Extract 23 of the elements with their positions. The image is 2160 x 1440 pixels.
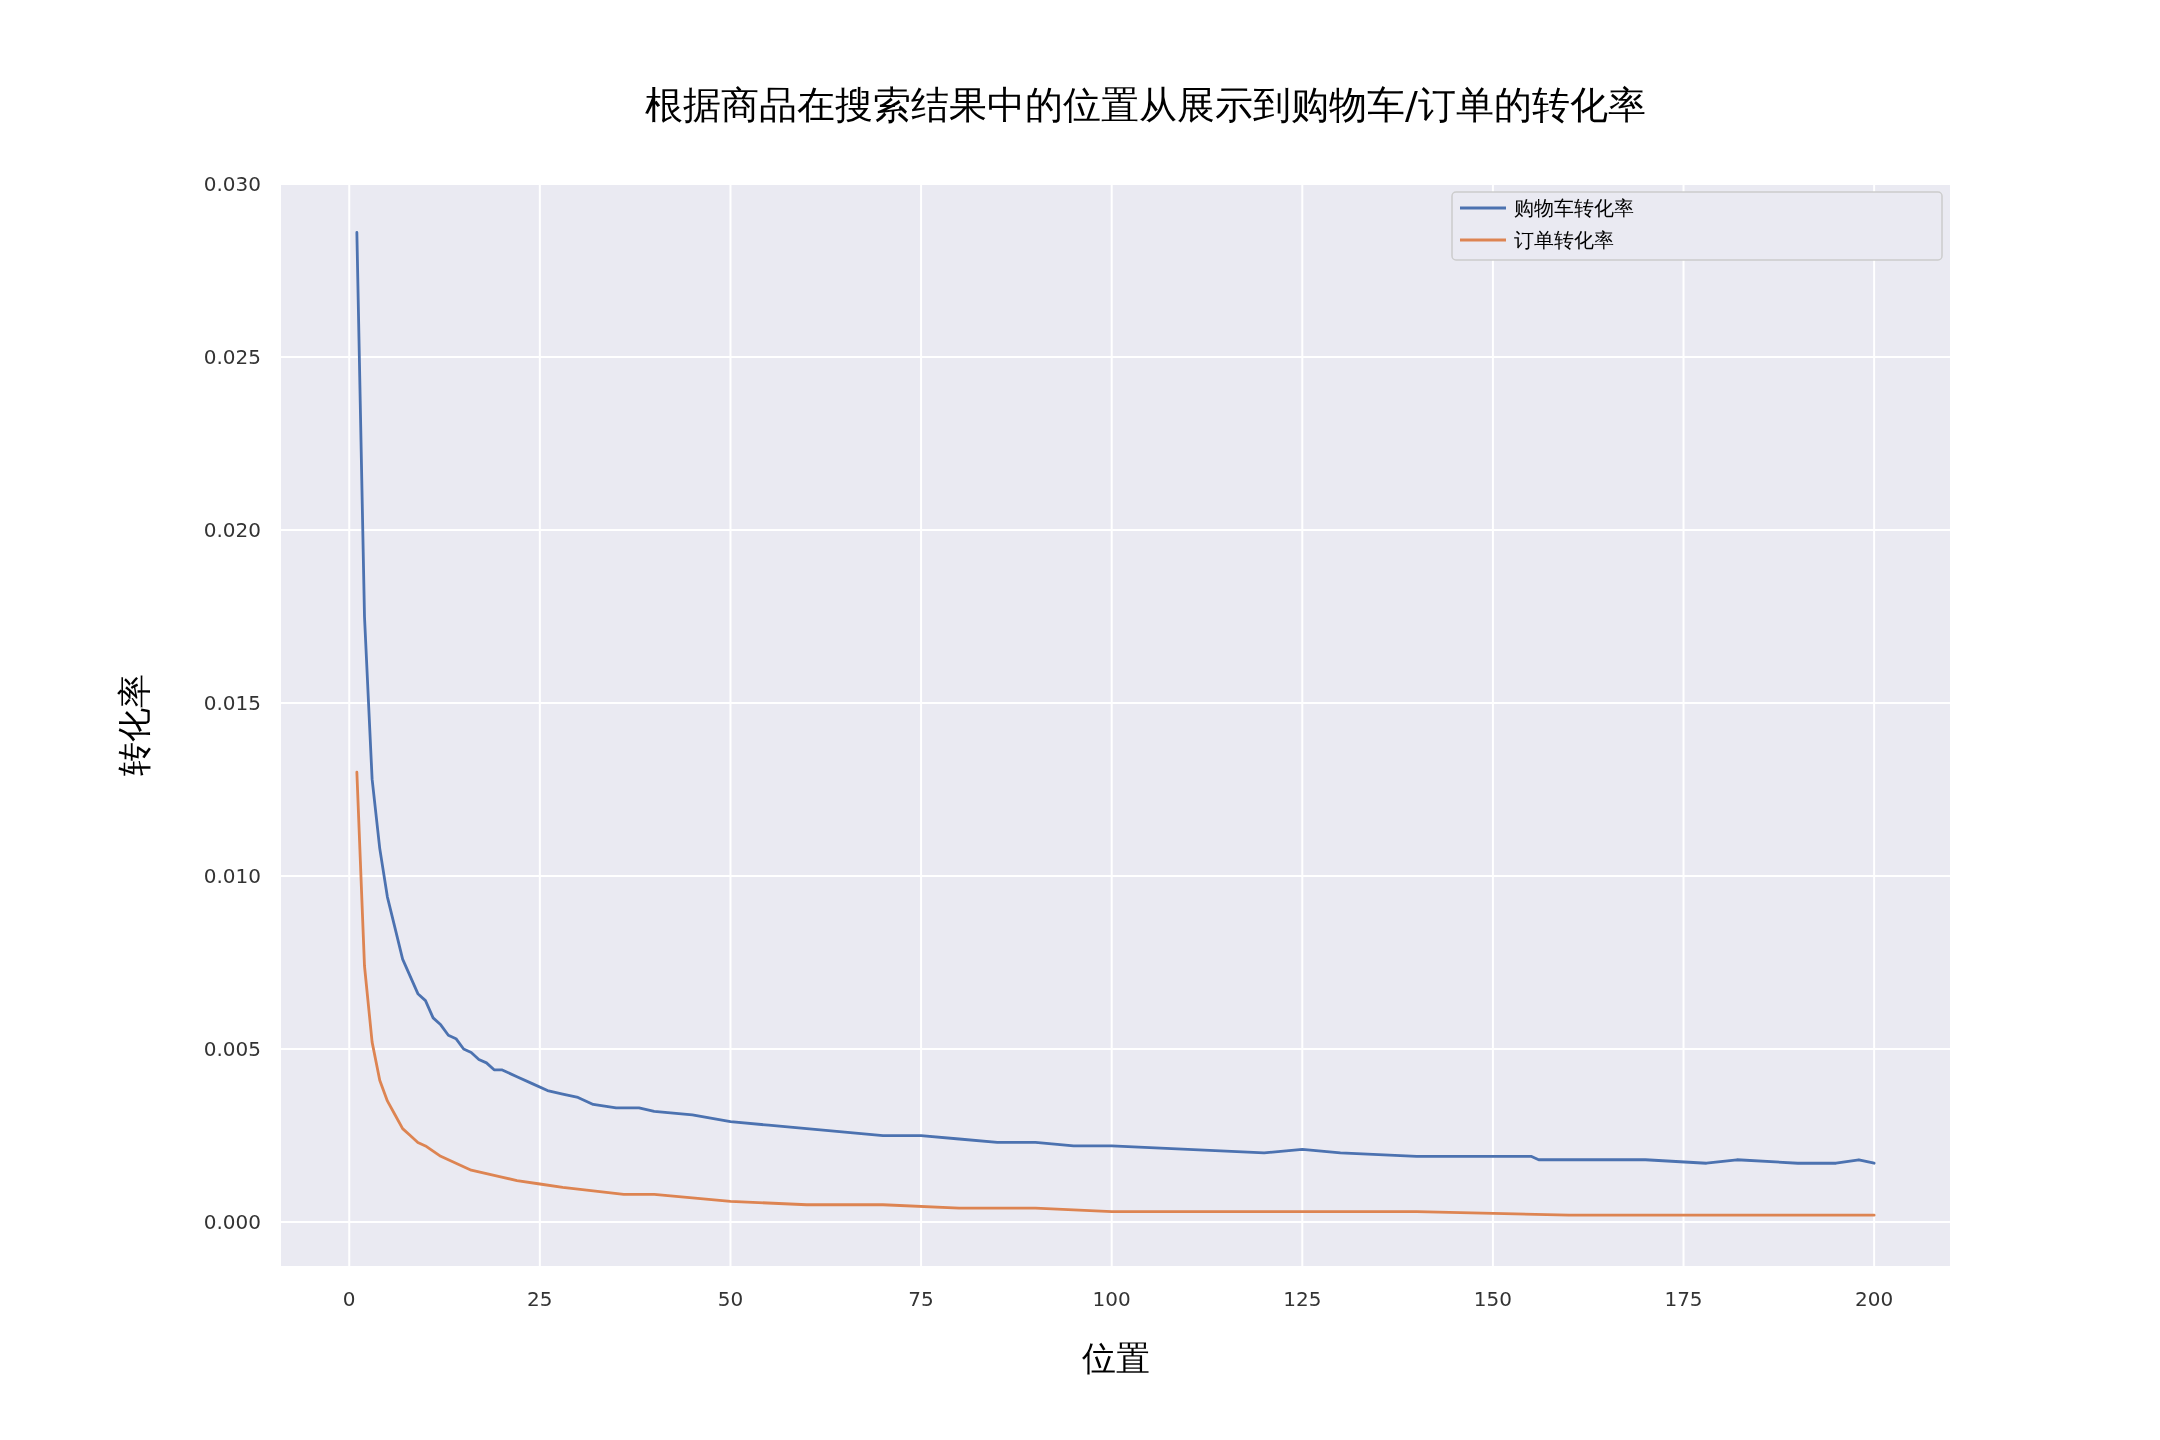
x-tick-label: 25	[527, 1287, 553, 1311]
y-tick-label: 0.005	[203, 1037, 261, 1062]
y-tick-label: 0.010	[203, 864, 261, 889]
y-tick-label: 0.020	[203, 518, 261, 543]
x-axis-title: 位置	[1081, 1338, 1150, 1378]
x-tick-label: 100	[1092, 1287, 1131, 1311]
legend-label: 购物车转化率	[1514, 196, 1634, 220]
x-tick-label: 75	[908, 1287, 934, 1311]
y-tick-label: 0.025	[203, 345, 261, 370]
x-tick-label: 125	[1283, 1287, 1322, 1311]
chart-title: 根据商品在搜索结果中的位置从展示到购物车/订单的转化率	[645, 83, 1646, 127]
y-tick-label: 0.000	[203, 1210, 261, 1235]
y-axis-title: 转化率	[114, 674, 154, 776]
x-tick-label: 150	[1473, 1287, 1513, 1311]
x-tick-label: 50	[717, 1287, 744, 1311]
x-tick-label: 175	[1664, 1287, 1703, 1311]
line-series	[355, 770, 1876, 1217]
x-tick-label: 0	[342, 1287, 356, 1311]
y-tick-label: 0.015	[203, 691, 261, 716]
x-tick-label: 200	[1855, 1287, 1894, 1311]
line-series	[355, 231, 1876, 1165]
legend-label: 订单转化率	[1514, 228, 1614, 252]
y-tick-label: 0.030	[203, 172, 261, 196]
